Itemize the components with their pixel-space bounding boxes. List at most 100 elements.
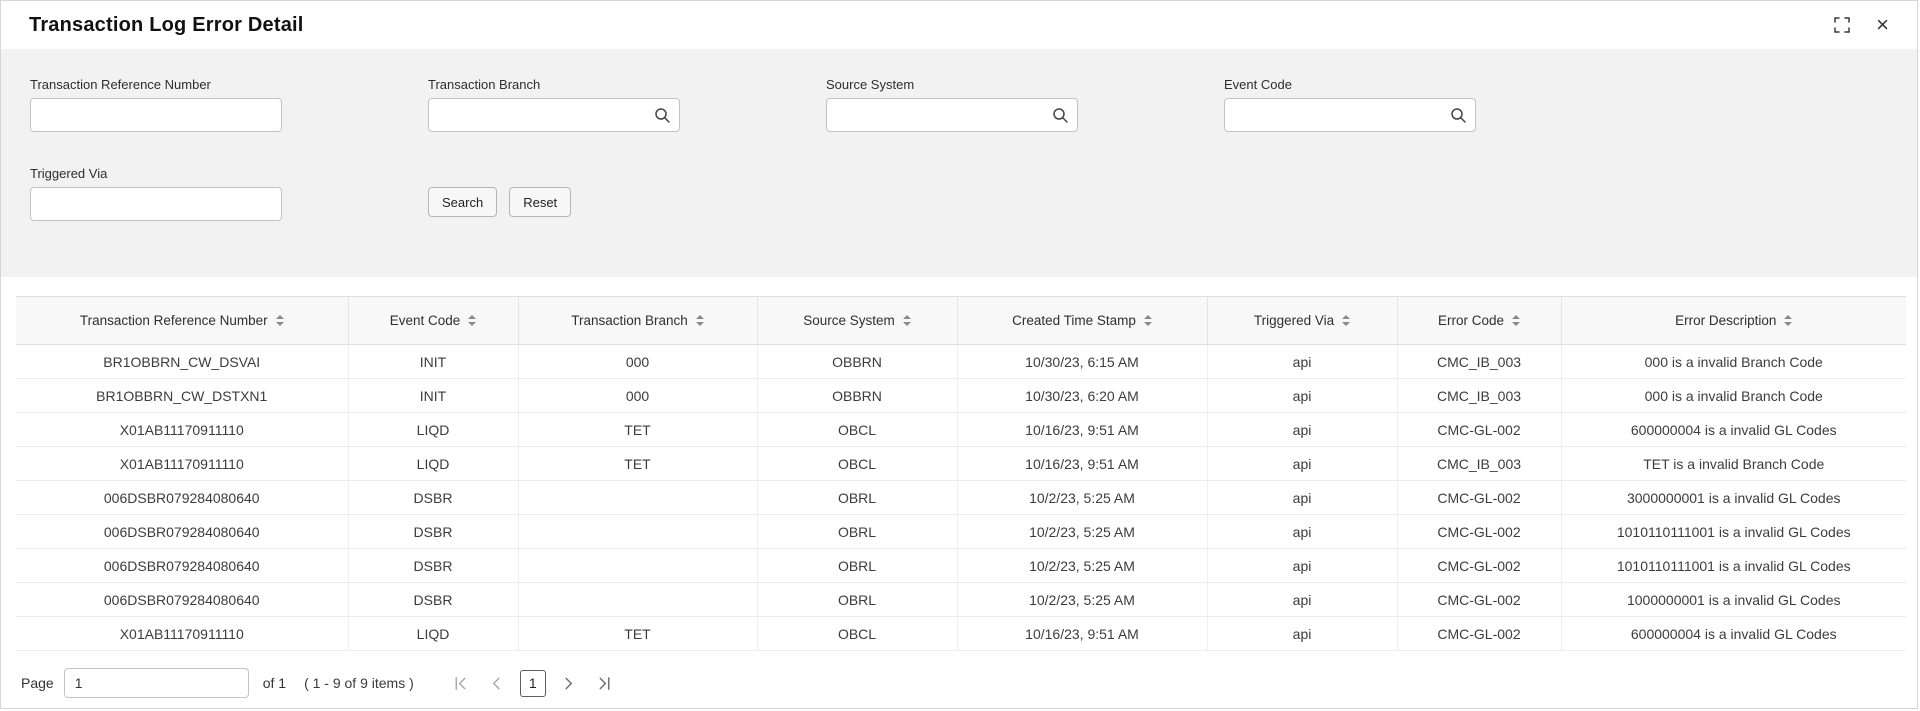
search-icon[interactable] [1449,106,1467,124]
table-cell: OBRL [757,582,958,617]
table-cell: api [1207,446,1398,481]
table-cell: 600000004 is a invalid GL Codes [1561,412,1906,447]
filter-input-wrap [30,187,282,221]
table-cell: api [1207,616,1398,651]
sort-icon[interactable] [695,315,704,326]
sort-icon[interactable] [1143,315,1152,326]
column-header[interactable]: Event Code [348,296,519,345]
filter-input-wrap [428,98,680,132]
page-title: Transaction Log Error Detail [29,13,304,36]
table-cell: OBCL [757,616,958,651]
table-row[interactable]: X01AB11170911110 LIQD TET OBCL 10/16/23, 9:5… [16,412,1906,447]
table-cell: api [1207,548,1398,583]
table-cell: 000 [518,344,758,379]
table-row[interactable]: X01AB11170911110 LIQD TET OBCL 10/16/23, 9:5… [16,446,1906,481]
column-header[interactable]: Transaction Reference Number [16,296,349,345]
reset-button[interactable]: Reset [509,187,572,217]
column-header[interactable]: Error Description [1561,296,1906,345]
sort-icon[interactable] [902,315,911,326]
column-header[interactable]: Transaction Branch [518,296,758,345]
table-cell: X01AB11170911110 [16,412,349,447]
table-cell: OBRL [757,548,958,583]
error-log-table: Transaction Reference Number Event Code … [16,296,1906,651]
table-cell: TET [518,446,758,481]
resize-icon[interactable] [1832,15,1852,35]
sort-icon[interactable] [1512,315,1521,326]
table-cell: 10/2/23, 5:25 AM [957,514,1208,549]
previous-page-icon[interactable] [484,670,510,696]
filter-panel: Transaction Reference Number Transaction… [1,49,1917,277]
table-row[interactable]: X01AB11170911110 LIQD TET OBCL 10/16/23, 9:5… [16,616,1906,651]
table-cell: 10/30/23, 6:20 AM [957,378,1208,413]
table-cell: 006DSBR079284080640 [16,514,349,549]
sort-icon[interactable] [1784,315,1793,326]
table-cell: 1010110111001 is a invalid GL Codes [1561,514,1906,549]
table-cell: LIQD [348,446,519,481]
table-cell: LIQD [348,412,519,447]
table-row[interactable]: BR1OBBRN_CW_DSTXN1 INIT 000 OBBRN 10/30/23, … [16,378,1906,413]
page-label: Page [21,675,54,691]
table-row[interactable]: 006DSBR079284080640 DSBR OBRL 10/2/23, 5:25… [16,548,1906,583]
table-cell: api [1207,514,1398,549]
table-row[interactable]: 006DSBR079284080640 DSBR OBRL 10/2/23, 5:25… [16,514,1906,549]
table-cell: OBRL [757,480,958,515]
table-cell: 006DSBR079284080640 [16,548,349,583]
table-row[interactable]: BR1OBBRN_CW_DSVAI INIT 000 OBBRN 10/30/23, 6… [16,344,1906,379]
table-cell: LIQD [348,616,519,651]
page-of-label: of 1 [262,675,287,691]
source-system-input[interactable] [826,98,1078,132]
column-header-label: Error Description [1675,313,1777,328]
column-header-label: Triggered Via [1253,313,1335,328]
table-cell: INIT [348,344,519,379]
event-code-input[interactable] [1224,98,1476,132]
column-header[interactable]: Triggered Via [1207,296,1398,345]
filter-field: Transaction Branch [428,77,680,132]
pagination-controls: 1 [448,669,618,697]
table-cell: CMC-GL-002 [1397,514,1562,549]
table-cell: 000 is a invalid Branch Code [1561,378,1906,413]
transaction-reference-number-input[interactable] [30,98,282,132]
table-cell: CMC-GL-002 [1397,480,1562,515]
sort-icon[interactable] [275,315,284,326]
current-page-button[interactable]: 1 [519,669,546,697]
table-cell: CMC-GL-002 [1397,582,1562,617]
search-icon[interactable] [1051,106,1069,124]
table-row[interactable]: 006DSBR079284080640 DSBR OBRL 10/2/23, 5:25… [16,480,1906,515]
sort-icon[interactable] [468,315,477,326]
table-cell: CMC-GL-002 [1397,412,1562,447]
search-icon[interactable] [653,106,671,124]
table-cell: CMC-GL-002 [1397,548,1562,583]
close-icon[interactable]: × [1876,12,1889,37]
table-cell: 006DSBR079284080640 [16,582,349,617]
search-button[interactable]: Search [428,187,498,217]
table-cell [518,514,758,549]
sort-icon[interactable] [1342,315,1351,326]
table-cell: 10/16/23, 9:51 AM [957,446,1208,481]
table-cell: CMC_IB_003 [1397,378,1562,413]
table-cell: api [1207,378,1398,413]
table-cell: DSBR [348,514,519,549]
page-input[interactable] [63,668,249,698]
table-cell: DSBR [348,548,519,583]
last-page-icon[interactable] [592,670,618,696]
column-header[interactable]: Error Code [1397,296,1562,345]
triggered-via-input[interactable] [30,187,282,221]
filter-row-2: Triggered Via Search Reset [30,166,1917,221]
table-cell: api [1207,582,1398,617]
column-header-label: Error Code [1437,313,1505,328]
table-cell: OBCL [757,446,958,481]
table-cell [518,582,758,617]
next-page-icon[interactable] [556,670,582,696]
filter-field: Triggered Via [30,166,282,221]
table-row[interactable]: 006DSBR079284080640 DSBR OBRL 10/2/23, 5:25… [16,582,1906,617]
column-header-label: Event Code [389,313,461,328]
pagination-bar: Page of 1 ( 1 - 9 of 9 items ) 1 [21,663,1897,703]
transaction-branch-input[interactable] [428,98,680,132]
filter-field-label: Transaction Reference Number [30,77,211,92]
first-page-icon[interactable] [448,670,474,696]
window-controls: × [1832,12,1891,37]
table-cell: api [1207,344,1398,379]
column-header[interactable]: Source System [757,296,958,345]
column-header[interactable]: Created Time Stamp [957,296,1208,345]
